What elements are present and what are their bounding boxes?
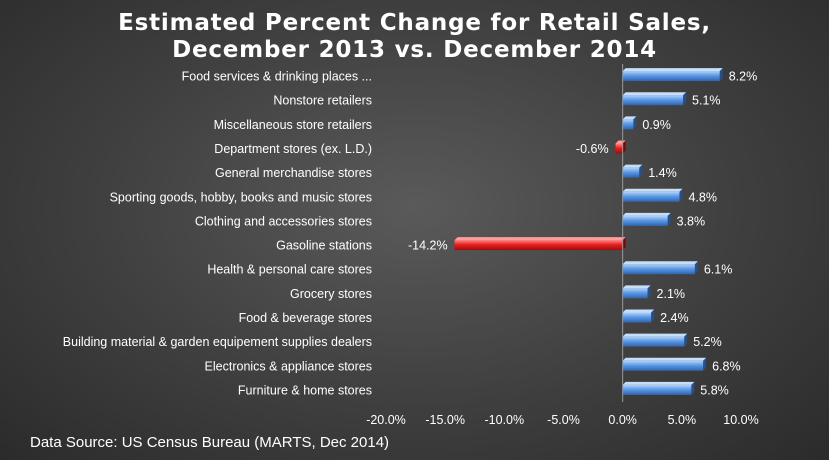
bar-side-12	[703, 357, 707, 371]
bar-top-0	[622, 68, 723, 72]
bar-front-7	[454, 240, 623, 251]
bar-top-13	[622, 381, 695, 385]
bar-side-13	[691, 381, 695, 395]
bar-top-12	[622, 357, 707, 361]
chart-title-line-1: Estimated Percent Change for Retail Sale…	[118, 10, 711, 36]
bar-side-0	[719, 68, 723, 82]
bar-side-6	[667, 212, 671, 226]
bar-3	[615, 140, 626, 154]
bar-front-6	[622, 215, 668, 226]
x-tick-label-3: -5.0%	[547, 413, 580, 427]
category-label-11: Building material & garden equipement su…	[63, 335, 372, 349]
bar-front-12	[622, 360, 704, 371]
category-label-1: Nonstore retailers	[273, 94, 372, 108]
x-tick-label-0: -20.0%	[366, 413, 406, 427]
x-tick-label-5: 5.0%	[668, 413, 697, 427]
category-label-9: Grocery stores	[290, 287, 372, 301]
data-source-note: Data Source: US Census Bureau (MARTS, De…	[30, 434, 390, 451]
data-label-7: -14.2%	[408, 239, 448, 253]
category-label-7: Gasoline stations	[276, 239, 372, 253]
x-tick-label-1: -15.0%	[425, 413, 465, 427]
category-label-4: General merchandise stores	[215, 166, 372, 180]
bar-top-1	[622, 92, 687, 96]
bar-side-4	[639, 164, 643, 178]
bar-1	[622, 92, 687, 106]
bar-front-13	[622, 384, 692, 395]
bar-top-8	[622, 261, 698, 265]
bar-2	[622, 116, 637, 130]
bar-side-9	[647, 285, 651, 299]
bar-12	[622, 357, 707, 371]
bar-side-11	[684, 333, 688, 347]
bar-front-2	[622, 119, 634, 130]
data-label-6: 3.8%	[677, 214, 706, 228]
bar-side-10	[651, 309, 655, 323]
bar-side-3	[622, 140, 626, 154]
bar-9	[622, 285, 651, 299]
bar-front-3	[615, 143, 623, 154]
bar-side-2	[633, 116, 637, 130]
bar-10	[622, 309, 655, 323]
bar-top-7	[454, 237, 626, 241]
category-label-0: Food services & drinking places ...	[182, 70, 372, 84]
data-label-0: 8.2%	[729, 70, 758, 84]
category-label-8: Health & personal care stores	[207, 263, 372, 277]
data-labels-group: 8.2% 5.1% 0.9% -0.6% 1.4% 4.8% 3.8% -14.2% 6.1% 2…	[408, 70, 757, 398]
data-label-4: 1.4%	[648, 166, 677, 180]
category-label-10: Food & beverage stores	[239, 311, 372, 325]
data-label-3: -0.6%	[576, 142, 609, 156]
bar-front-10	[622, 312, 652, 323]
x-tick-label-6: 10.0%	[723, 413, 758, 427]
bar-top-9	[622, 285, 651, 289]
bar-0	[622, 68, 723, 82]
data-label-9: 2.1%	[657, 287, 686, 301]
bar-front-5	[622, 191, 680, 202]
bar-side-7	[622, 237, 626, 251]
bar-8	[622, 261, 698, 275]
bar-front-4	[622, 167, 640, 178]
data-label-12: 6.8%	[712, 359, 741, 373]
bar-4	[622, 164, 643, 178]
bar-top-5	[622, 188, 683, 192]
data-label-11: 5.2%	[693, 335, 722, 349]
x-tick-label-2: -10.0%	[485, 413, 525, 427]
bar-6	[622, 212, 671, 226]
chart-title-line-2: December 2013 vs. December 2014	[172, 37, 657, 63]
category-label-13: Furniture & home stores	[238, 383, 372, 397]
category-label-3: Department stores (ex. L.D.)	[214, 142, 372, 156]
x-tick-label-4: 0.0%	[608, 413, 637, 427]
data-label-5: 4.8%	[688, 190, 717, 204]
bar-11	[622, 333, 688, 347]
bar-side-5	[679, 188, 683, 202]
bar-top-10	[622, 309, 655, 313]
x-tick-labels-group: -20.0% -15.0% -10.0% -5.0% 0.0% 5.0% 10.0%	[366, 413, 759, 427]
bar-side-1	[683, 92, 687, 106]
data-label-1: 5.1%	[692, 94, 721, 108]
data-label-2: 0.9%	[642, 118, 671, 132]
bar-side-8	[694, 261, 698, 275]
bar-7	[454, 237, 626, 251]
bar-top-2	[622, 116, 637, 120]
category-label-2: Miscellaneous store retailers	[214, 118, 372, 132]
data-label-8: 6.1%	[704, 263, 733, 277]
bar-front-11	[622, 336, 685, 347]
bars-group	[454, 68, 723, 395]
bar-top-11	[622, 333, 688, 337]
bar-13	[622, 381, 695, 395]
bar-front-9	[622, 288, 648, 299]
bar-5	[622, 188, 683, 202]
category-label-5: Sporting goods, hobby, books and music s…	[110, 190, 372, 204]
bar-top-4	[622, 164, 643, 168]
bar-top-6	[622, 212, 671, 216]
data-label-13: 5.8%	[700, 383, 729, 397]
category-label-12: Electronics & appliance stores	[205, 359, 372, 373]
bar-front-1	[622, 95, 684, 106]
bar-front-8	[622, 264, 695, 275]
bar-front-0	[622, 71, 720, 82]
chart-title: Estimated Percent Change for Retail Sale…	[0, 10, 829, 64]
data-label-10: 2.4%	[660, 311, 689, 325]
category-label-6: Clothing and accessories stores	[195, 214, 372, 228]
category-labels-group: Food services & drinking places ... Nonst…	[63, 70, 372, 398]
